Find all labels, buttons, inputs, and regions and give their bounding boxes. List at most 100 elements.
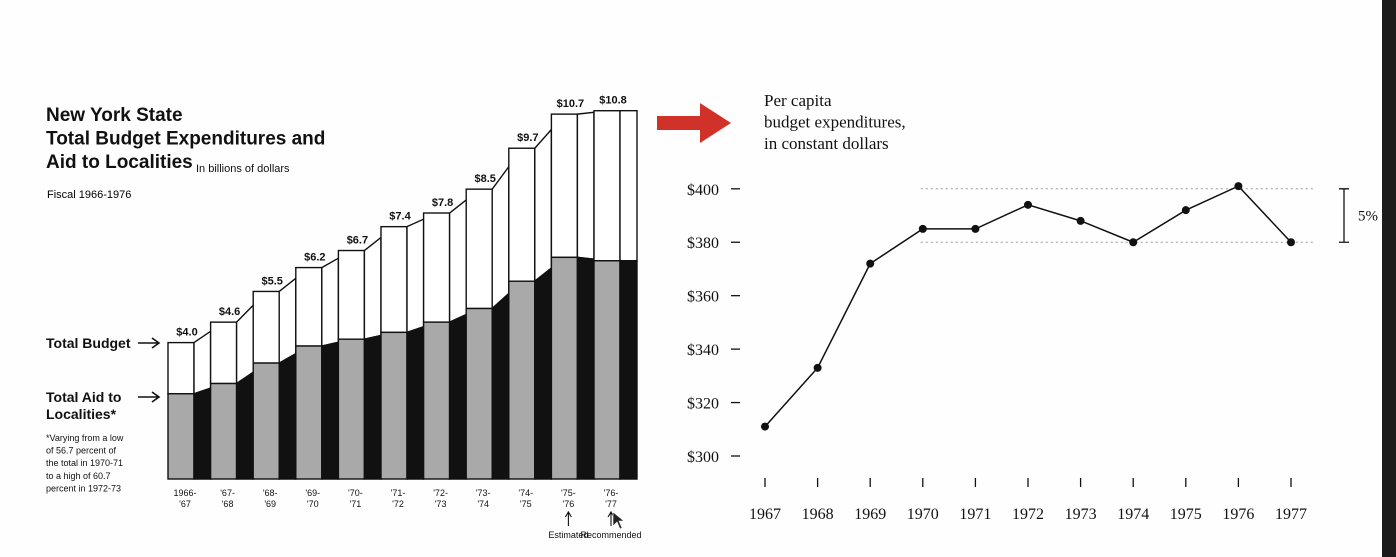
category-label-line: '77: [605, 499, 617, 509]
chart-title-text-line: Total Budget Expenditures and: [46, 129, 325, 150]
chart-title-text-line: Per capita: [764, 91, 832, 110]
annotation-label: Recommended: [580, 530, 641, 540]
aid-side: [491, 291, 510, 480]
per-capita-line-chart: Per capita budget expenditures, in constan…: [687, 91, 1378, 523]
category-label-line: '76-: [604, 488, 619, 498]
data-point: [1076, 216, 1085, 225]
data-point: [813, 363, 822, 372]
aid-side: [406, 325, 425, 480]
bar-group: [422, 198, 467, 480]
x-tick-label: 1972: [1012, 506, 1044, 523]
aid-bar: [380, 331, 408, 480]
data-label: $6.2: [304, 252, 325, 264]
y-axis: $300 $320 $340 $360 $380 $400: [687, 182, 740, 466]
aid-bar: [252, 362, 280, 480]
category-label-line: '71-: [391, 488, 406, 498]
legend-budget-arrow-icon: [138, 337, 161, 349]
aid-bar: [295, 345, 323, 480]
window-edge: [1382, 0, 1396, 557]
aid-bar: [337, 338, 366, 480]
data-labels: $4.0 $4.6 $5.5 $6.2 $6.7 $7.4 $7.8 $8.5 $9.7 $10.…: [176, 95, 626, 339]
bar-group: [508, 127, 553, 480]
legend: Total Budget Total Aid to Localities*: [46, 335, 161, 422]
y-tick-label: $340: [687, 342, 719, 359]
bar-group: [295, 257, 340, 480]
budget-bar-chart: New York State Total Budget Expenditures …: [46, 95, 642, 540]
y-tick-label: $300: [687, 449, 719, 466]
category-label-line: '76: [563, 499, 575, 509]
data-point: [1287, 238, 1295, 247]
aid-side: [534, 266, 553, 480]
aid-bar: [167, 393, 195, 480]
x-tick-label: 1974: [1117, 506, 1149, 523]
x-tick-label: 1976: [1222, 506, 1254, 523]
legend-aid-arrow-icon: [138, 391, 161, 403]
category-label-line: '71: [350, 499, 362, 509]
footnote-text: *Varying from a low of 56.7 percent of the…: [46, 433, 124, 493]
budget-side: [534, 127, 553, 283]
budget-side: [193, 330, 212, 395]
category-label-line: '69-: [305, 488, 320, 498]
category-label: '74-'75: [518, 488, 533, 509]
aid-side: [193, 387, 212, 480]
budget-side: [278, 276, 297, 365]
x-tick-label: 1973: [1065, 506, 1097, 523]
chart-title-text: Per capita budget expenditures, in constan…: [764, 91, 906, 153]
budget-bar: [380, 225, 408, 334]
data-label: $4.0: [176, 327, 197, 339]
data-point: [866, 259, 875, 268]
x-axis: 1967 1968 1969 1970 1971 1972 1973 1974 1975 1976…: [749, 478, 1307, 523]
category-label: '75-'76: [561, 488, 576, 509]
category-label: '69-'70: [305, 488, 320, 509]
bar-group: [209, 303, 254, 480]
budget-bar: [593, 110, 621, 262]
red-arrow-icon: [657, 103, 731, 143]
chart-title: New York State Total Budget Expenditures …: [46, 105, 325, 173]
chart-units: In billions of dollars: [196, 163, 290, 175]
chart-title-text-line: New York State: [46, 105, 183, 126]
category-label-line: '75: [520, 499, 532, 509]
series-line: [764, 185, 1292, 428]
chart-subtitle: Fiscal 1966-1976: [47, 189, 131, 201]
data-label: $7.4: [389, 211, 411, 223]
chart-title-text-line: Aid to Localities: [46, 152, 193, 173]
annotation-arrow-icon: [564, 510, 572, 526]
category-label: '68-'69: [263, 488, 278, 509]
budget-side: [576, 111, 595, 261]
aid-side: [278, 352, 297, 480]
category-label: '72-'73: [433, 488, 448, 509]
data-label: $5.5: [261, 275, 282, 287]
footnote: *Varying from a low of 56.7 percent of the…: [46, 433, 124, 493]
y-tick-label: $400: [687, 182, 719, 199]
chart-title-text: New York State Total Budget Expenditures …: [46, 105, 325, 173]
category-label-line: '75-: [561, 488, 576, 498]
category-label-line: '72-: [433, 488, 448, 498]
category-labels: 1966-'67 '67-'68 '68-'69 '69-'70 '70-'71 '71-…: [173, 488, 618, 509]
aid-side: [363, 334, 382, 480]
data-point: [918, 224, 927, 233]
data-point: [971, 224, 980, 233]
aid-side: [321, 341, 340, 480]
budget-bar: [465, 188, 493, 310]
category-label-line: '72: [392, 499, 404, 509]
category-label-line: '68: [222, 499, 234, 509]
data-label: $8.5: [474, 173, 495, 185]
category-label-line: '68-: [263, 488, 278, 498]
category-label-line: '73: [435, 499, 447, 509]
budget-bar: [337, 249, 366, 340]
data-point: [1129, 238, 1138, 247]
x-tick-label: 1971: [959, 506, 991, 523]
y-tick-label: $320: [687, 396, 719, 413]
category-label-line: '69: [264, 499, 276, 509]
budget-bar: [295, 266, 323, 347]
y-tick-label: $380: [687, 235, 719, 252]
legend-aid-label: Total Aid to Localities*: [46, 389, 121, 422]
category-label-line: 1966-: [173, 488, 196, 498]
category-label-line: '70: [307, 499, 319, 509]
legend-budget-label-line: Total Budget: [46, 335, 131, 351]
footnote-text-line: to a high of 60.7: [46, 471, 111, 481]
category-label-line: '73-: [476, 488, 491, 498]
data-label: $7.8: [432, 197, 453, 209]
budget-side: [363, 235, 382, 341]
